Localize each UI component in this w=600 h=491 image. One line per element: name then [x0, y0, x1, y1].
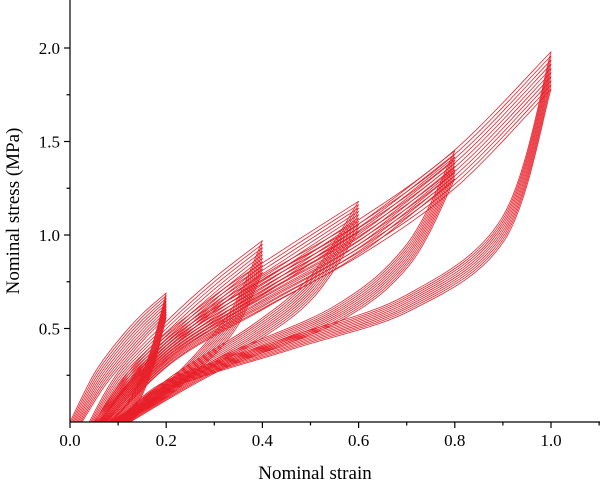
loop-0.6-cycle-2 [95, 204, 359, 422]
loop-group-1 [98, 51, 552, 422]
y-ticks: 0.5 1.0 1.5 2.0 [39, 39, 70, 376]
x-tick-label: 1.0 [540, 431, 561, 450]
loop-0.8-cycle-4 [102, 159, 456, 422]
loop-1-cycle-3 [101, 59, 552, 422]
loop-0.2-cycle-6 [76, 306, 167, 422]
loop-0.2-cycle-3 [72, 297, 167, 422]
loop-1-cycle-8 [107, 80, 552, 422]
axes [69, 0, 600, 423]
x-tick-label: 0.4 [252, 431, 274, 450]
x-ticks: 0.0 0.2 0.4 0.6 0.8 1.0 [59, 422, 600, 450]
y-tick-label: 2.0 [39, 39, 60, 58]
loop-0.2-cycle-4 [73, 300, 167, 422]
x-tick-label: 0.6 [348, 431, 369, 450]
x-axis-title: Nominal strain [258, 463, 372, 484]
loop-0.2-cycle-5 [74, 303, 167, 422]
loop-1-cycle-4 [102, 63, 552, 422]
x-tick-label: 0.8 [444, 431, 465, 450]
loop-1-cycle-5 [103, 67, 552, 422]
y-tick-label: 1.0 [39, 226, 60, 245]
loop-1-cycle-1 [98, 51, 552, 422]
x-tick-label: 0.2 [156, 431, 177, 450]
x-tick-label: 0.0 [59, 431, 80, 450]
loop-0.6-cycle-1 [93, 200, 359, 422]
loop-1-cycle-7 [106, 76, 552, 422]
y-tick-label: 1.5 [39, 133, 60, 152]
loop-1-cycle-10 [110, 88, 552, 422]
y-tick-label: 0.5 [39, 320, 60, 339]
hysteresis-loops [70, 51, 552, 422]
loop-1-cycle-9 [109, 84, 552, 422]
loop-1-cycle-2 [99, 55, 552, 422]
loop-1-cycle-6 [105, 72, 552, 422]
y-axis-title: Nominal stress (MPa) [3, 128, 24, 295]
